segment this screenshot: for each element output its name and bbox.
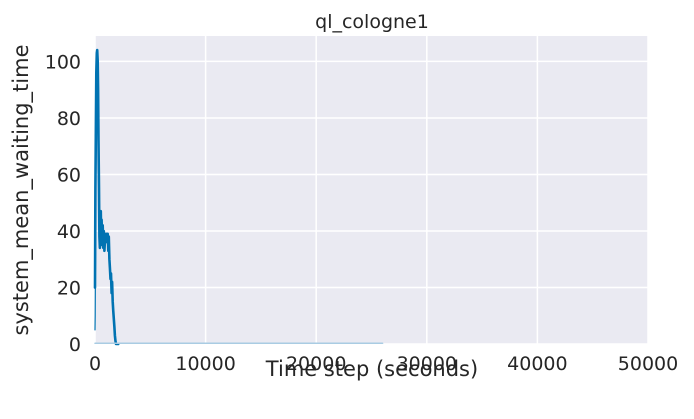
plot-area — [95, 36, 648, 344]
y-tick-label: 60 — [57, 164, 81, 186]
y-tick-label: 40 — [57, 221, 81, 243]
x-tick-label: 0 — [89, 353, 101, 375]
x-axis-label: Time step (seconds) — [265, 357, 478, 381]
x-tick-label: 10000 — [175, 353, 235, 375]
x-tick-label: 40000 — [507, 353, 567, 375]
x-tick-label: 30000 — [397, 353, 457, 375]
y-tick-label: 100 — [45, 51, 81, 73]
y-tick-label: 20 — [57, 277, 81, 299]
series-line-main — [93, 48, 120, 346]
y-tick-label: 80 — [57, 108, 81, 130]
series-line-rise — [94, 60, 98, 331]
chart-title: ql_cologne1 — [315, 11, 429, 33]
y-axis-label: system_mean_waiting_time — [9, 44, 34, 335]
x-tick-label: 20000 — [286, 353, 346, 375]
x-tick-label: 50000 — [618, 353, 678, 375]
y-tick-label: 0 — [69, 334, 81, 356]
